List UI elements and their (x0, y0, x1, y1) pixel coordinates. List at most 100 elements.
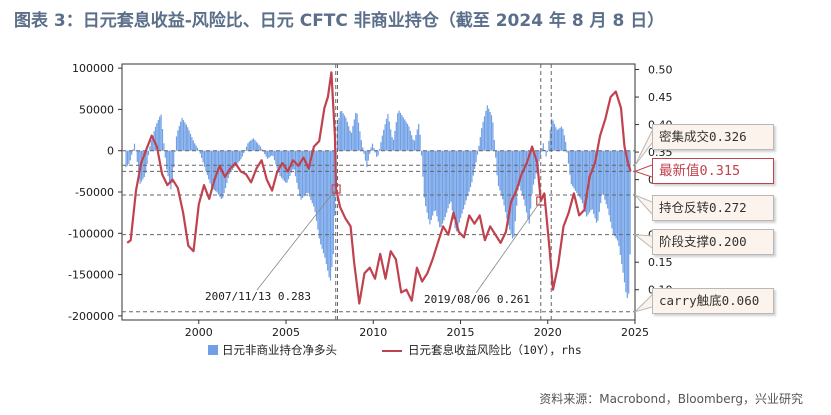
bar (481, 128, 483, 151)
bar (598, 150, 600, 212)
bar (401, 115, 403, 151)
bar (398, 110, 400, 151)
bar (464, 150, 466, 205)
bar (626, 150, 628, 298)
bar (384, 124, 386, 151)
bar (300, 150, 302, 200)
bar (600, 150, 602, 204)
bar (147, 150, 150, 156)
bar (175, 136, 178, 151)
bar (236, 150, 238, 165)
bar (195, 145, 197, 151)
right-tick-label: 0.45 (648, 91, 673, 104)
bar (479, 137, 481, 151)
bar (177, 130, 179, 151)
callout-5: carry触底0.060 (652, 288, 774, 314)
bar (206, 150, 208, 176)
bar (196, 147, 199, 151)
bar (623, 150, 626, 283)
bar (604, 150, 606, 200)
bar (259, 146, 262, 151)
bar (455, 150, 458, 232)
bar (577, 150, 579, 196)
bar (327, 150, 329, 271)
bar (475, 150, 477, 163)
right-tick-label: 0.15 (648, 256, 673, 269)
annotation-marker (331, 184, 341, 194)
bar (243, 150, 245, 154)
bar (595, 150, 598, 223)
bar (357, 122, 360, 151)
bar (503, 150, 505, 206)
bar (210, 150, 213, 188)
bar (447, 150, 449, 209)
bar (380, 142, 382, 151)
bar (125, 150, 127, 168)
bar (506, 150, 508, 219)
bar (439, 150, 441, 228)
bar (149, 146, 151, 151)
bar (129, 150, 131, 161)
bar (317, 150, 319, 230)
bar (472, 150, 474, 176)
bar (265, 150, 267, 157)
bar (150, 140, 152, 151)
bar (308, 150, 311, 197)
annotation-layer: 2007/11/13 0.283 2019/08/06 0.261 (205, 130, 653, 313)
bar (507, 150, 509, 226)
bar (490, 115, 493, 151)
bar (287, 150, 290, 180)
bar (590, 150, 592, 211)
bar (217, 150, 220, 195)
bar (224, 150, 227, 189)
bar (422, 150, 424, 177)
bar (426, 150, 428, 213)
bar (539, 150, 542, 155)
bar (383, 129, 385, 151)
bar (432, 150, 434, 216)
bar (198, 149, 200, 151)
bar (433, 150, 435, 212)
bar (415, 135, 417, 151)
bar (579, 150, 581, 198)
bar (258, 145, 260, 151)
bar (184, 122, 186, 151)
callout-pointer (634, 194, 653, 215)
bar (272, 150, 274, 157)
bar (531, 150, 533, 194)
reference-layer (122, 64, 635, 320)
bar (409, 130, 411, 151)
bar (329, 150, 332, 281)
bar (252, 138, 255, 151)
bar (412, 139, 414, 151)
bar (273, 150, 276, 161)
bar (341, 111, 343, 151)
bar (174, 150, 176, 152)
bar (307, 150, 309, 194)
callout-2: 最新值0.315 (652, 158, 774, 184)
bar (525, 150, 528, 213)
bar (402, 117, 404, 151)
bar (145, 150, 147, 173)
bar (244, 149, 246, 151)
callout-pointer (633, 294, 653, 313)
bar (202, 150, 204, 163)
left-tick-label: 0 (107, 145, 114, 158)
bar (541, 148, 543, 151)
x-tick-label: 2015 (447, 326, 475, 339)
bar (220, 150, 222, 199)
left-tick-label: -200000 (68, 310, 114, 323)
bar (142, 150, 144, 180)
bar (132, 149, 134, 151)
bar (356, 113, 358, 151)
bar (560, 126, 563, 151)
bar (583, 150, 585, 208)
bar (594, 150, 596, 219)
bar (581, 150, 584, 204)
bar (390, 129, 392, 151)
bar (279, 150, 281, 176)
bar (303, 150, 305, 197)
bar (152, 135, 154, 151)
bar (465, 150, 467, 201)
bar (461, 150, 463, 214)
